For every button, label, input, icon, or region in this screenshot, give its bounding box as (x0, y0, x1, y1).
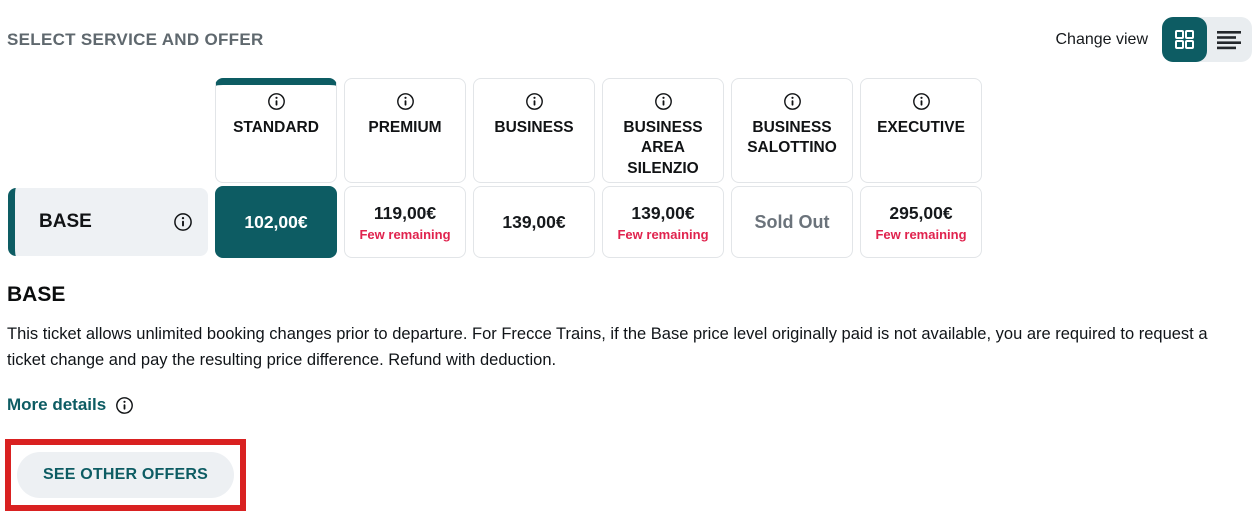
price-cell-business-area-silenzio[interactable]: 139,00€ Few remaining (602, 186, 724, 258)
price-value: Sold Out (754, 211, 830, 232)
offer-heading: BASE (7, 283, 66, 306)
grid-view-button[interactable] (1162, 17, 1207, 62)
price-cell-business[interactable]: 139,00€ (473, 186, 595, 258)
service-card-standard: STANDARD (215, 78, 337, 183)
page-title: SELECT SERVICE AND OFFER (7, 29, 264, 49)
service-name: BUSINESS SALOTTINO (747, 119, 837, 157)
price-cell-premium[interactable]: 119,00€ Few remaining (344, 186, 466, 258)
see-other-offers-button[interactable]: SEE OTHER OFFERS (17, 452, 234, 498)
price-cell-business-salottino[interactable]: Sold Out (731, 186, 853, 258)
info-icon[interactable] (173, 212, 193, 232)
info-icon[interactable] (912, 92, 931, 111)
list-view-button[interactable] (1207, 17, 1252, 62)
view-controls: Change view (1055, 17, 1252, 62)
offer-details-section: BASE This ticket allows unlimited bookin… (5, 283, 1260, 511)
availability-note: Few remaining (359, 226, 451, 242)
service-name: BUSINESS AREA SILENZIO (623, 119, 703, 177)
service-name: STANDARD (233, 119, 319, 136)
price-value: 139,00€ (631, 202, 695, 223)
offer-description: This ticket allows unlimited booking cha… (7, 325, 1208, 369)
price-cell-standard[interactable]: 102,00€ (215, 186, 337, 258)
info-icon[interactable] (654, 92, 673, 111)
service-name: PREMIUM (368, 119, 442, 136)
service-card-business-salottino: BUSINESS SALOTTINO (731, 78, 853, 183)
offer-row-label: BASE (39, 211, 92, 232)
service-card-executive: EXECUTIVE (860, 78, 982, 183)
service-offer-matrix: BASE STANDARD PREMIUM BUSINESS BUSINESS ARE… (8, 78, 1260, 258)
service-card-business: BUSINESS (473, 78, 595, 183)
info-icon[interactable] (267, 92, 286, 111)
grid-view-icon (1174, 29, 1195, 50)
info-icon[interactable] (783, 92, 802, 111)
offer-row-base: BASE (8, 188, 208, 256)
info-icon[interactable] (396, 92, 415, 111)
list-view-icon (1217, 29, 1242, 50)
price-cell-executive[interactable]: 295,00€ Few remaining (860, 186, 982, 258)
price-value: 102,00€ (244, 211, 308, 232)
view-toggle (1162, 17, 1252, 62)
more-details-label: More details (7, 395, 107, 414)
panel-header: SELECT SERVICE AND OFFER Change view (0, 0, 1260, 63)
price-value: 139,00€ (502, 211, 566, 232)
price-value: 119,00€ (373, 202, 437, 223)
service-card-business-area-silenzio: BUSINESS AREA SILENZIO (602, 78, 724, 183)
service-card-premium: PREMIUM (344, 78, 466, 183)
availability-note: Few remaining (875, 226, 967, 242)
price-value: 295,00€ (889, 202, 953, 223)
info-icon[interactable] (115, 396, 134, 415)
change-view-label: Change view (1055, 30, 1149, 48)
availability-note: Few remaining (617, 226, 709, 242)
annotation-highlight-box: SEE OTHER OFFERS (5, 439, 246, 511)
matrix-spacer (8, 78, 208, 183)
more-details-link[interactable]: More details (7, 395, 134, 415)
service-name: EXECUTIVE (877, 119, 965, 136)
service-name: BUSINESS (494, 119, 574, 136)
info-icon[interactable] (525, 92, 544, 111)
